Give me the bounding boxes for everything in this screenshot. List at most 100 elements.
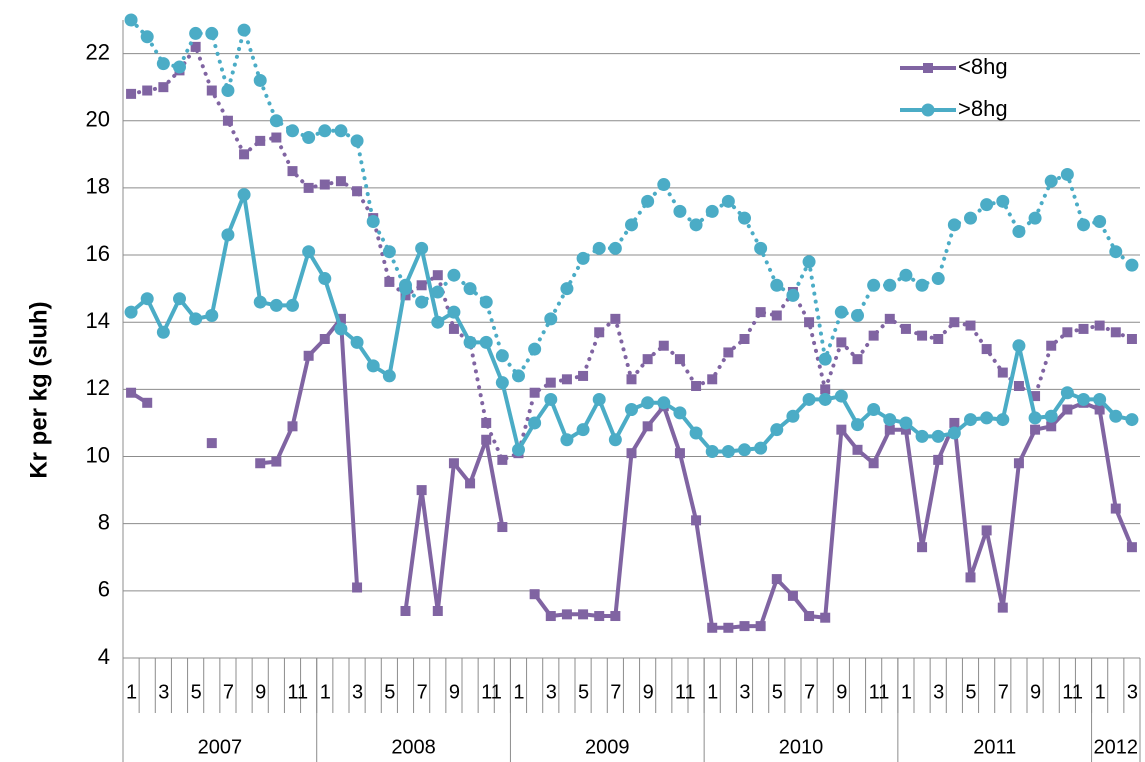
point xyxy=(754,441,768,455)
point xyxy=(382,245,396,259)
point xyxy=(560,433,574,447)
point xyxy=(463,282,477,296)
point xyxy=(447,268,461,282)
point xyxy=(1093,392,1107,406)
x-tick-label: 7 xyxy=(417,681,428,703)
x-tick-label: 5 xyxy=(384,681,395,703)
point xyxy=(205,26,219,40)
point xyxy=(431,315,445,329)
point xyxy=(915,429,929,443)
point xyxy=(608,433,622,447)
point xyxy=(156,57,170,71)
point xyxy=(495,376,509,390)
point xyxy=(269,298,283,312)
point xyxy=(384,276,395,287)
point xyxy=(723,347,734,358)
point xyxy=(1030,391,1041,402)
point xyxy=(594,611,605,622)
point xyxy=(1109,409,1123,423)
point xyxy=(206,438,217,449)
y-tick-label: 10 xyxy=(86,442,110,467)
point xyxy=(303,350,314,361)
x-tick-label: 3 xyxy=(933,681,944,703)
point xyxy=(738,211,751,225)
point xyxy=(1126,542,1137,553)
point xyxy=(931,272,945,286)
point xyxy=(786,288,800,302)
point xyxy=(545,377,556,388)
point xyxy=(303,182,314,193)
point xyxy=(318,272,332,286)
point xyxy=(851,418,864,432)
point xyxy=(851,308,864,322)
point xyxy=(1125,258,1139,272)
x-tick-label: 11 xyxy=(287,681,308,703)
point xyxy=(269,114,283,128)
point xyxy=(625,218,638,232)
point xyxy=(1077,392,1090,406)
point xyxy=(319,334,330,344)
point xyxy=(868,330,879,341)
year-label: 2012 xyxy=(1094,736,1139,758)
x-tick-label: 1 xyxy=(1095,681,1106,703)
point xyxy=(1060,386,1074,400)
point xyxy=(739,334,750,344)
x-tick-label: 1 xyxy=(707,681,718,703)
point xyxy=(949,417,960,428)
point xyxy=(884,424,895,435)
point xyxy=(271,456,282,467)
point xyxy=(705,204,719,218)
point xyxy=(465,478,476,489)
x-tick-label: 5 xyxy=(578,681,589,703)
point xyxy=(352,186,363,197)
point xyxy=(319,179,330,190)
point xyxy=(222,115,233,126)
point xyxy=(400,605,411,616)
y-tick-label: 8 xyxy=(98,509,110,534)
point xyxy=(770,423,784,437)
x-tick-label: 1 xyxy=(126,681,137,703)
point xyxy=(206,85,217,96)
point xyxy=(1093,214,1107,228)
point xyxy=(899,416,913,430)
point xyxy=(447,305,461,319)
point xyxy=(834,305,848,319)
point xyxy=(576,251,590,265)
point xyxy=(334,322,348,336)
point xyxy=(286,124,299,138)
y-tick-label: 14 xyxy=(86,308,110,333)
legend-label: >8hg xyxy=(958,96,1008,121)
point xyxy=(352,582,363,593)
point xyxy=(578,609,589,620)
point xyxy=(318,124,332,138)
point xyxy=(1028,411,1042,425)
point xyxy=(883,413,897,427)
point xyxy=(561,374,572,385)
x-tick-label: 3 xyxy=(739,681,750,703)
point xyxy=(253,73,267,87)
point xyxy=(852,354,863,365)
point xyxy=(996,194,1010,208)
point xyxy=(286,298,299,312)
point xyxy=(529,387,540,398)
point xyxy=(302,131,316,145)
point xyxy=(173,60,186,74)
point xyxy=(221,228,235,242)
point xyxy=(431,285,445,299)
point xyxy=(641,194,655,208)
point xyxy=(239,149,250,160)
point xyxy=(626,448,637,459)
point xyxy=(497,522,508,533)
point xyxy=(592,241,606,255)
point xyxy=(673,204,687,218)
point xyxy=(1012,225,1026,239)
x-tick-label: 9 xyxy=(1030,681,1041,703)
y-tick-label: 4 xyxy=(98,644,110,669)
x-tick-label: 11 xyxy=(869,681,890,703)
x-tick-label: 11 xyxy=(481,681,502,703)
point xyxy=(334,124,348,138)
x-tick-label: 3 xyxy=(158,681,169,703)
line xyxy=(130,316,1134,630)
point xyxy=(867,278,881,292)
